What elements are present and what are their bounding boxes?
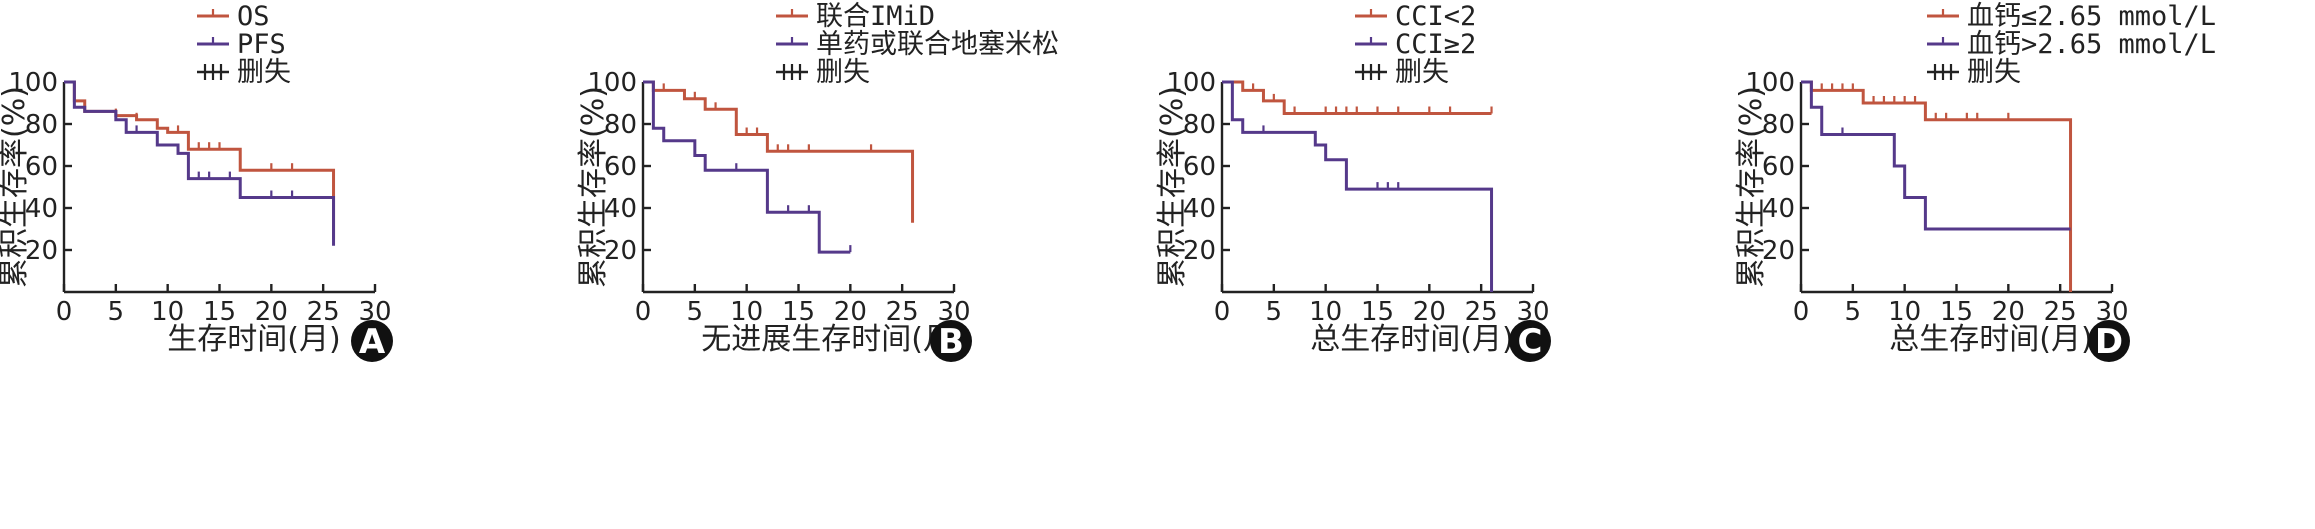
x-tick-label: 10 [1309,297,1342,327]
x-tick-label: 25 [307,297,340,327]
legend-label: 单药或联合地塞米松 [816,29,1059,60]
x-tick-label: 10 [151,297,184,327]
legend-label: 联合IMiD [816,1,935,32]
km-curve-purple [64,80,336,246]
x-tick-label: 10 [730,297,763,327]
y-tick-label: 20 [604,236,637,266]
x-axis-title: 总生存时间(月) [1310,322,1513,357]
y-tick-label: 60 [1183,152,1216,182]
x-tick-label: 0 [56,297,73,327]
legend-label: OS [237,1,270,32]
x-tick-label: 5 [108,297,125,327]
km-curve-red [643,80,915,223]
y-tick-label: 80 [604,110,637,140]
y-tick-label: 20 [1183,236,1216,266]
x-axis-title: 生存时间(月) [167,322,340,357]
y-tick-label: 40 [1183,194,1216,224]
y-tick-label: 100 [1745,68,1795,98]
y-tick-label: 60 [1762,152,1795,182]
x-axis-title: 总生存时间(月) [1889,322,2092,357]
x-tick-label: 0 [1793,297,1810,327]
legend-label: 删失 [816,57,870,88]
y-tick-label: 60 [25,152,58,182]
km-curve-red [64,80,336,240]
legend-label: 血钙≤2.65 mmol/L [1967,1,2216,32]
y-axis-title: 累积生存率(%) [1155,86,1190,288]
legend-label: CCI≥2 [1395,29,1476,60]
panel-badge-label: B [938,322,964,362]
y-tick-label: 80 [1762,110,1795,140]
panel-badge [1509,320,1551,362]
x-tick-label: 20 [1992,297,2025,327]
x-tick-label: 15 [1361,297,1394,327]
x-tick-label: 15 [1940,297,1973,327]
x-tick-label: 0 [1214,297,1231,327]
panel-badge-label: A [359,322,386,362]
chart-panel-a: 0 5 10 15 20 25 3020406080100生存时间(月)累积生存率(%)AO… [0,1,393,362]
legend-label: PFS [237,29,286,60]
y-tick-label: 40 [25,194,58,224]
x-tick-label: 25 [1465,297,1498,327]
y-tick-label: 80 [25,110,58,140]
x-tick-label: 5 [687,297,704,327]
chart-panel-b: 0 5 10 15 20 25 3020406080100无进展生存时间(月)累积生存率(%… [576,1,1059,362]
panel-badge [930,320,972,362]
y-axis-title: 累积生存率(%) [1734,86,1769,288]
x-tick-label: 10 [1888,297,1921,327]
y-axis-title: 累积生存率(%) [576,86,611,288]
x-tick-label: 15 [203,297,236,327]
x-tick-label: 5 [1266,297,1283,327]
y-tick-label: 80 [1183,110,1216,140]
y-tick-label: 100 [587,68,637,98]
x-tick-label: 20 [834,297,867,327]
chart-panel-c: 0 5 10 15 20 25 3020406080100总生存时间(月)累积生存率(%)C… [1155,1,1551,362]
y-tick-label: 20 [25,236,58,266]
x-tick-label: 20 [1413,297,1446,327]
chart-panel-d: 0 5 10 15 20 25 3020406080100总生存时间(月)累积生存率(%)D… [1734,1,2216,362]
km-curve-red [1222,80,1492,115]
x-tick-label: 25 [886,297,919,327]
panel-badge [2088,320,2130,362]
legend-label: CCI<2 [1395,1,1476,32]
x-tick-label: 0 [635,297,652,327]
panel-badge-label: D [2095,322,2123,362]
y-tick-label: 100 [8,68,58,98]
x-tick-label: 25 [2044,297,2077,327]
x-tick-label: 5 [1845,297,1862,327]
y-tick-label: 40 [604,194,637,224]
legend-label: 血钙>2.65 mmol/L [1967,29,2216,60]
y-tick-label: 60 [604,152,637,182]
panel-badge [351,320,393,362]
y-tick-label: 100 [1166,68,1216,98]
y-tick-label: 20 [1762,236,1795,266]
km-curve-purple [1801,80,2071,231]
panel-badge-label: C [1518,322,1543,362]
y-tick-label: 40 [1762,194,1795,224]
km-curve-purple [643,80,851,254]
legend-label: 删失 [237,57,291,88]
y-axis-title: 累积生存率(%) [0,86,32,288]
km-curve-purple [1222,80,1494,292]
x-tick-label: 15 [782,297,815,327]
x-axis-title: 无进展生存时间(月) [701,322,964,357]
legend-label: 删失 [1967,57,2021,88]
x-tick-label: 20 [255,297,288,327]
legend-label: 删失 [1395,57,1449,88]
